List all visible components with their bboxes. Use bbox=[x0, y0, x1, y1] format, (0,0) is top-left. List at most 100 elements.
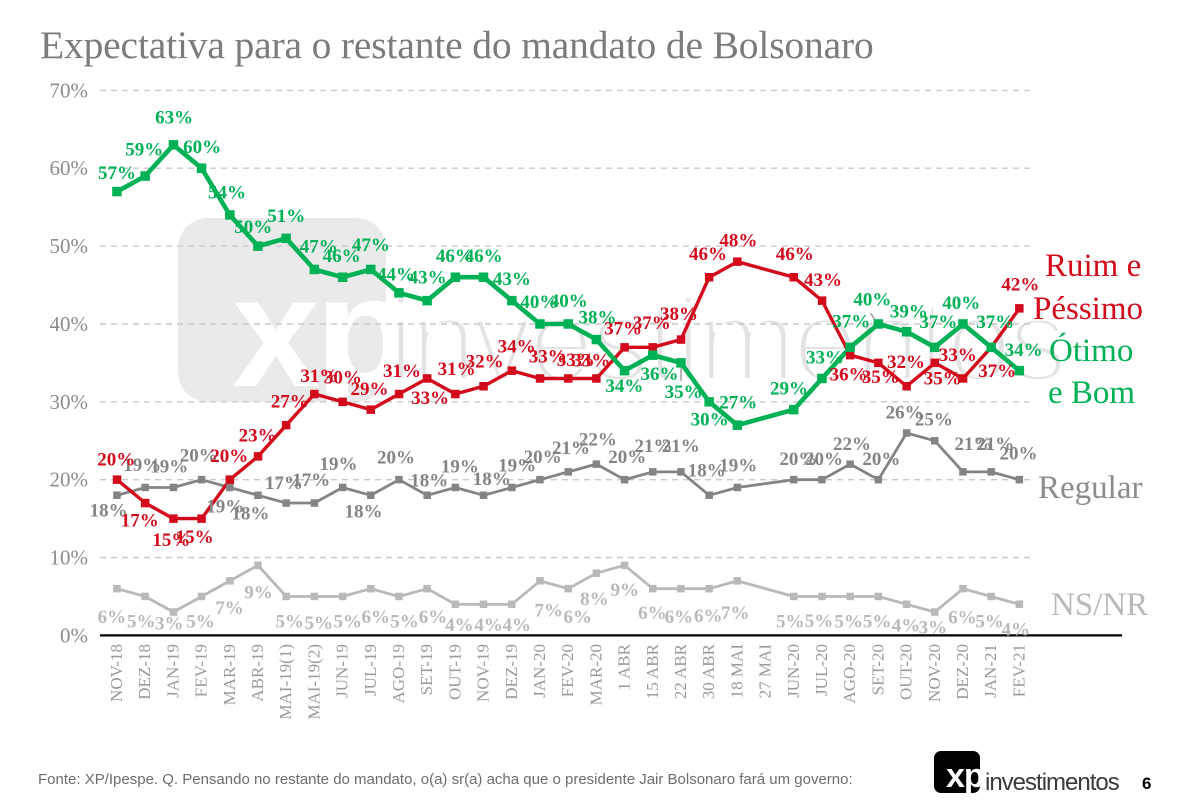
svg-text:ABR-19: ABR-19 bbox=[248, 644, 267, 702]
svg-text:18%: 18% bbox=[90, 501, 128, 522]
svg-text:AGO-19: AGO-19 bbox=[389, 644, 408, 704]
svg-text:30%: 30% bbox=[691, 410, 729, 431]
svg-text:xp: xp bbox=[946, 757, 984, 795]
svg-text:DEZ-20: DEZ-20 bbox=[953, 644, 972, 700]
svg-text:33%: 33% bbox=[939, 345, 977, 366]
svg-text:5%: 5% bbox=[305, 613, 334, 634]
svg-text:63%: 63% bbox=[155, 108, 193, 129]
svg-text:35%: 35% bbox=[924, 369, 962, 390]
svg-text:4%: 4% bbox=[892, 616, 921, 637]
svg-text:21%: 21% bbox=[976, 434, 1014, 455]
svg-text:Péssimo: Péssimo bbox=[1033, 291, 1143, 327]
svg-text:20%: 20% bbox=[524, 447, 562, 468]
svg-text:NS/NR: NS/NR bbox=[1051, 587, 1148, 623]
svg-text:43%: 43% bbox=[804, 270, 842, 291]
svg-text:30%: 30% bbox=[50, 390, 89, 414]
svg-text:Expectativa para o restante do: Expectativa para o restante do mandato d… bbox=[40, 23, 874, 67]
svg-text:6%: 6% bbox=[694, 606, 723, 627]
svg-text:18%: 18% bbox=[473, 469, 511, 490]
svg-text:46%: 46% bbox=[436, 246, 474, 267]
svg-text:6%: 6% bbox=[638, 603, 667, 624]
svg-text:19%: 19% bbox=[498, 456, 536, 477]
svg-text:39%: 39% bbox=[890, 302, 928, 323]
svg-text:33%: 33% bbox=[557, 350, 595, 371]
svg-text:33%: 33% bbox=[806, 348, 844, 369]
svg-text:JAN-19: JAN-19 bbox=[163, 644, 182, 698]
svg-text:34%: 34% bbox=[1005, 340, 1043, 361]
svg-text:15%: 15% bbox=[152, 530, 190, 551]
svg-text:9%: 9% bbox=[611, 580, 640, 601]
svg-text:15 ABR: 15 ABR bbox=[643, 643, 662, 699]
svg-text:6%: 6% bbox=[361, 607, 390, 628]
svg-text:33%: 33% bbox=[572, 350, 610, 371]
svg-text:NOV-20: NOV-20 bbox=[925, 644, 944, 702]
svg-text:6%: 6% bbox=[563, 607, 592, 628]
svg-text:20%: 20% bbox=[97, 449, 135, 470]
svg-text:5%: 5% bbox=[390, 612, 419, 633]
svg-text:46%: 46% bbox=[323, 246, 361, 267]
svg-text:27%: 27% bbox=[271, 391, 309, 412]
svg-text:5%: 5% bbox=[334, 612, 363, 633]
svg-text:47%: 47% bbox=[300, 237, 338, 258]
svg-text:27 MAI: 27 MAI bbox=[756, 644, 775, 699]
svg-text:investimentos: investimentos bbox=[985, 769, 1120, 796]
svg-text:22%: 22% bbox=[833, 434, 871, 455]
svg-text:OUT-20: OUT-20 bbox=[897, 644, 916, 700]
svg-text:6%: 6% bbox=[665, 607, 694, 628]
svg-text:5%: 5% bbox=[834, 612, 863, 633]
svg-text:30%: 30% bbox=[324, 368, 362, 389]
svg-text:19%: 19% bbox=[150, 456, 188, 477]
svg-text:36%: 36% bbox=[641, 364, 679, 385]
svg-text:40%: 40% bbox=[520, 292, 558, 313]
svg-text:35%: 35% bbox=[862, 367, 900, 388]
svg-text:30 ABR: 30 ABR bbox=[699, 643, 718, 699]
svg-text:40%: 40% bbox=[50, 312, 89, 336]
svg-text:31%: 31% bbox=[438, 359, 476, 380]
svg-text:7%: 7% bbox=[215, 598, 244, 619]
svg-text:6%: 6% bbox=[419, 607, 448, 628]
svg-text:21%: 21% bbox=[635, 436, 673, 457]
svg-text:5%: 5% bbox=[776, 612, 805, 633]
svg-text:e Bom: e Bom bbox=[1048, 375, 1135, 411]
svg-text:10%: 10% bbox=[50, 546, 89, 570]
svg-text:60%: 60% bbox=[183, 137, 221, 158]
svg-text:8%: 8% bbox=[580, 589, 609, 610]
svg-text:22%: 22% bbox=[579, 430, 617, 451]
svg-text:20%: 20% bbox=[862, 449, 900, 470]
svg-text:43%: 43% bbox=[493, 269, 531, 290]
svg-text:37%: 37% bbox=[976, 312, 1014, 333]
svg-text:29%: 29% bbox=[351, 379, 389, 400]
svg-text:DEZ-19: DEZ-19 bbox=[502, 644, 521, 700]
svg-text:5%: 5% bbox=[186, 612, 215, 633]
svg-text:50%: 50% bbox=[50, 234, 89, 258]
svg-text:NOV-18: NOV-18 bbox=[107, 644, 126, 702]
svg-text:Ótimo: Ótimo bbox=[1049, 331, 1133, 369]
svg-text:40%: 40% bbox=[853, 290, 891, 311]
svg-text:17%: 17% bbox=[121, 511, 159, 532]
svg-text:27%: 27% bbox=[719, 393, 757, 414]
svg-text:MAI-19(2): MAI-19(2) bbox=[304, 644, 323, 720]
svg-text:FEV-20: FEV-20 bbox=[558, 644, 577, 697]
svg-text:JUN-19: JUN-19 bbox=[333, 644, 352, 698]
svg-text:38%: 38% bbox=[660, 304, 698, 325]
svg-text:29%: 29% bbox=[770, 378, 808, 399]
svg-text:37%: 37% bbox=[633, 313, 671, 334]
svg-text:37%: 37% bbox=[978, 361, 1016, 382]
svg-text:50%: 50% bbox=[234, 217, 272, 238]
svg-text:17%: 17% bbox=[292, 470, 330, 491]
svg-text:JAN-20: JAN-20 bbox=[530, 644, 549, 698]
svg-text:18%: 18% bbox=[410, 471, 448, 492]
svg-text:22 ABR: 22 ABR bbox=[671, 643, 690, 699]
svg-text:37%: 37% bbox=[832, 311, 870, 332]
svg-text:MAR-20: MAR-20 bbox=[586, 644, 605, 705]
svg-text:40%: 40% bbox=[942, 293, 980, 314]
svg-text:investimentos: investimentos bbox=[388, 275, 1064, 407]
svg-text:19%: 19% bbox=[123, 455, 161, 476]
svg-text:MAI-19(1): MAI-19(1) bbox=[276, 644, 295, 720]
svg-text:4%: 4% bbox=[445, 615, 474, 636]
svg-text:31%: 31% bbox=[383, 361, 421, 382]
svg-text:FEV-19: FEV-19 bbox=[192, 644, 211, 697]
svg-text:57%: 57% bbox=[98, 163, 136, 184]
svg-text:47%: 47% bbox=[352, 235, 390, 256]
svg-text:19%: 19% bbox=[441, 457, 479, 478]
